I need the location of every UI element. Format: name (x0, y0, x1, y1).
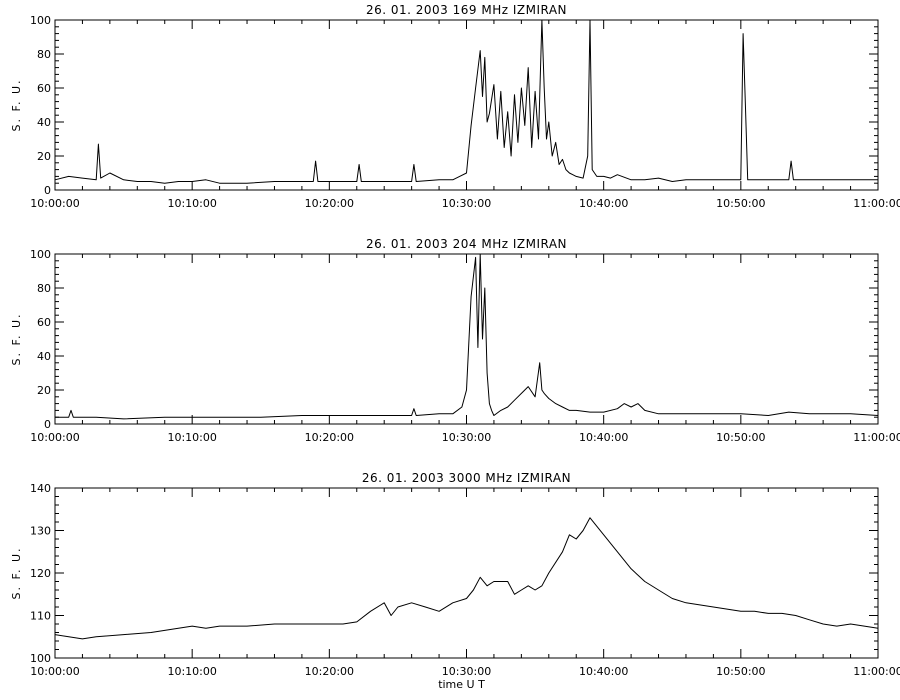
x-tick-label: 10:00:00 (30, 665, 79, 678)
y-tick-label: 40 (37, 116, 51, 129)
x-axis-label: time U T (438, 678, 485, 691)
chart-title: 26. 01. 2003 204 MHz IZMIRAN (366, 237, 567, 251)
chart-title: 26. 01. 2003 3000 MHz IZMIRAN (362, 471, 571, 485)
y-tick-label: 80 (37, 48, 51, 61)
x-tick-label: 10:00:00 (30, 197, 79, 210)
data-line (54, 517, 879, 640)
y-tick-label: 110 (30, 610, 51, 623)
x-tick-label: 10:40:00 (579, 197, 628, 210)
plot-frame (54, 253, 879, 425)
y-tick-label: 120 (30, 567, 51, 580)
plot-frame (54, 487, 879, 659)
x-tick-label: 10:20:00 (305, 665, 354, 678)
chart-panel-1: 26. 01. 2003 204 MHz IZMIRAN S. F. U. 0 20 4… (10, 237, 900, 444)
y-tick-label: 80 (37, 282, 51, 295)
x-tick-label: 10:40:00 (579, 665, 628, 678)
y-tick-label: 40 (37, 350, 51, 363)
x-tick-label: 10:40:00 (579, 431, 628, 444)
y-axis-label: S. F. U. (10, 312, 23, 365)
x-tick-label: 10:00:00 (30, 431, 79, 444)
y-tick-label: 20 (37, 384, 51, 397)
data-line (55, 253, 879, 420)
x-tick-label: 10:20:00 (305, 197, 354, 210)
x-tick-label: 10:30:00 (442, 197, 491, 210)
data-line (54, 19, 878, 184)
y-tick-label: 140 (30, 482, 51, 495)
x-tick-label: 10:50:00 (716, 665, 765, 678)
x-tick-label: 10:10:00 (167, 197, 216, 210)
x-tick-label: 10:50:00 (716, 431, 765, 444)
y-tick-label: 60 (37, 316, 51, 329)
y-tick-label: 100 (30, 652, 51, 665)
x-tick-label: 11:00:00 (853, 197, 900, 210)
x-tick-label: 10:10:00 (167, 431, 216, 444)
y-tick-label: 100 (30, 248, 51, 261)
x-tick-label: 10:30:00 (442, 431, 491, 444)
y-tick-label: 100 (30, 14, 51, 27)
y-tick-label: 0 (44, 184, 51, 197)
y-tick-label: 20 (37, 150, 51, 163)
plot-frame (54, 19, 879, 191)
y-axis-label: S. F. U. (10, 78, 23, 131)
y-tick-label: 130 (30, 525, 51, 538)
x-tick-label: 10:10:00 (167, 665, 216, 678)
x-tick-label: 10:30:00 (442, 665, 491, 678)
y-axis-label: S. F. U. (10, 546, 23, 599)
y-tick-label: 60 (37, 82, 51, 95)
x-tick-label: 11:00:00 (853, 431, 900, 444)
x-tick-label: 10:20:00 (305, 431, 354, 444)
x-tick-label: 10:50:00 (716, 197, 765, 210)
chart-title: 26. 01. 2003 169 MHz IZMIRAN (366, 3, 567, 17)
chart-panel-0: 26. 01. 2003 169 MHz IZMIRAN S. F. U. 0 20 4… (10, 3, 900, 210)
chart-panel-2: 26. 01. 2003 3000 MHz IZMIRAN S. F. U. 100… (10, 471, 900, 691)
y-tick-label: 0 (44, 418, 51, 431)
x-tick-label: 11:00:00 (853, 665, 900, 678)
